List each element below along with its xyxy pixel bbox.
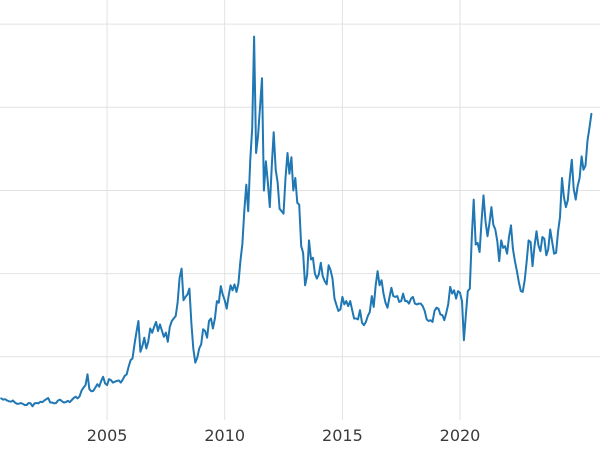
x-tick-label: 2010 [204, 426, 245, 445]
x-tick-label: 2005 [87, 426, 128, 445]
data-line-price [0, 35, 593, 408]
x-tick-label: 2015 [322, 426, 363, 445]
x-tick-label: 2020 [440, 426, 481, 445]
